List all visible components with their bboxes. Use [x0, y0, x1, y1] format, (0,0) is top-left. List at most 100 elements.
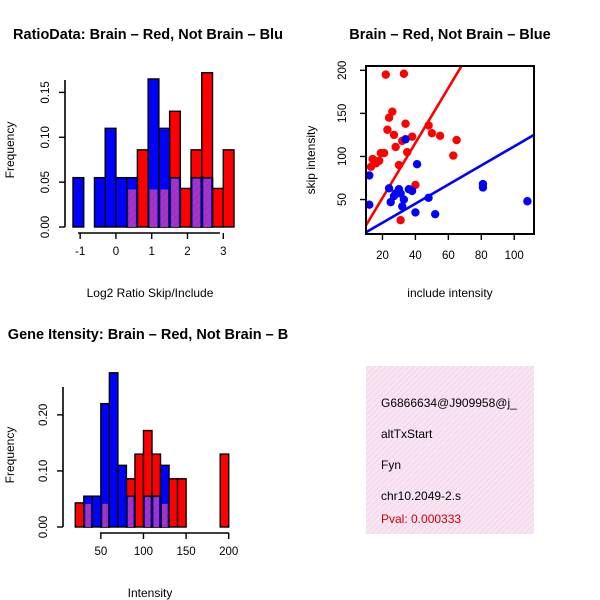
ratio-bar-red-7 [222, 149, 235, 228]
ratio-histogram-xlabel: Log2 Ratio Skip/Include [87, 286, 214, 300]
intensity-bar-blue-1 [91, 495, 102, 528]
intensity-xtick-label: 150 [177, 546, 196, 558]
ratio-xtick-label: -1 [75, 246, 85, 258]
intensity-bar-red-0 [74, 502, 85, 528]
scatter-point-red-23 [452, 135, 461, 145]
gene-info-box: G6866634@J909958@j_ altTxStart Fyn chr10… [366, 366, 534, 534]
ratio-bar-red-6 [211, 187, 224, 228]
ratio-ytick-label: 0.05 [40, 171, 52, 193]
ratio-histogram-ylabel: Frequency [3, 122, 17, 179]
scatter-point-red-21 [435, 131, 445, 140]
intensity-overlap-bar-4 [144, 497, 151, 527]
intensity-histogram-xlabel: Intensity [128, 586, 173, 600]
intensity-overlap-bar-1 [85, 503, 91, 527]
info-box-background [366, 366, 534, 534]
scatter-point-red-15 [401, 119, 410, 128]
intensity-overlap-bar-6 [162, 503, 168, 527]
intensity-bar-red-7 [168, 478, 179, 528]
scatter-point-blue-18 [478, 183, 488, 192]
scatter-point-blue-19 [523, 197, 532, 206]
scatter-ytick-label: 150 [337, 104, 349, 123]
ratio-overlap-bar-2 [171, 178, 179, 227]
info-pval: Pval: 0.000333 [381, 512, 461, 526]
info-gene-name: Fyn [381, 458, 401, 472]
ratio-overlap-bar-5 [203, 178, 212, 227]
scatter-point-blue-2 [384, 184, 394, 193]
ratio-xtick-label: 1 [149, 246, 155, 258]
ratio-overlap-bar-4 [192, 178, 201, 227]
ratio-ytick-label: 0.10 [40, 126, 52, 148]
scatter-xtick-label: 80 [475, 250, 488, 262]
ratio-xtick-label: 3 [220, 246, 226, 258]
scatter-point-red-12 [391, 142, 400, 152]
info-event-type: altTxStart [381, 427, 433, 441]
scatter-point-blue-14 [412, 160, 422, 169]
ratio-bar-blue-2 [93, 176, 106, 228]
intensity-histogram-bars [74, 372, 230, 528]
scatter-fit-line-blue [366, 133, 534, 234]
intensity-scatter-panel: Brain – Red, Not Brain – Blue include in… [304, 27, 551, 300]
scatter-point-blue-10 [401, 135, 410, 144]
ratio-xtick-label: 2 [184, 246, 190, 258]
ratio-overlap-bar-9 [128, 189, 136, 227]
intensity-xtick-label: 50 [94, 546, 107, 558]
scatter-points-layer [366, 66, 534, 234]
scatter-xtick-label: 20 [376, 250, 389, 262]
ratio-bar-red-0 [136, 149, 149, 228]
ratio-histogram-axes: -1 0 1 2 3 0.00 0.05 0.10 0.15 [40, 80, 226, 258]
intensity-bar-red-3 [134, 453, 145, 528]
info-event-id: G6866634@J909958@j_ [381, 396, 517, 410]
ratio-bar-blue-4 [115, 176, 128, 228]
scatter-xtick-label: 60 [442, 250, 455, 262]
intensity-overlap-bar-5 [153, 497, 160, 527]
scatter-point-red-1 [399, 69, 409, 78]
ratio-histogram-title: RatioData: Brain – Red, Not Brain – Blu [13, 27, 283, 43]
scatter-ytick-label: 200 [337, 61, 349, 80]
scatter-point-red-11 [389, 130, 399, 140]
scatter-point-blue-16 [430, 209, 440, 219]
intensity-bar-red-9 [219, 453, 230, 528]
intensity-ytick-label: 0.10 [38, 460, 50, 482]
intensity-histogram-title: Gene Itensity: Brain – Red, Not Brain – … [8, 327, 288, 343]
intensity-xtick-label: 100 [134, 546, 153, 558]
ratio-xtick-label: 0 [113, 246, 119, 258]
scatter-point-red-22 [449, 151, 458, 160]
scatter-frame [365, 65, 535, 235]
ratio-bar-blue-3 [104, 127, 117, 228]
scatter-point-red-20 [427, 129, 437, 138]
scatter-fit-line-red [366, 66, 463, 227]
scatter-point-red-0 [381, 70, 390, 79]
scatter-point-red-5 [374, 156, 384, 165]
scatter-point-red-8 [383, 125, 392, 134]
scatter-title: Brain – Red, Not Brain – Blue [349, 27, 550, 43]
scatter-xlabel: include intensity [407, 286, 492, 300]
intensity-bar-red-8 [176, 478, 187, 528]
scatter-axes: 20 40 60 80 100 50 100 150 200 [337, 61, 535, 262]
scatter-ytick-label: 50 [337, 193, 349, 206]
intensity-bar-blue-3 [108, 372, 119, 528]
intensity-overlap-bar-2 [102, 503, 108, 527]
intensity-ytick-label: 0.20 [38, 404, 50, 426]
intensity-histogram-panel: Gene Itensity: Brain – Red, Not Brain – … [3, 327, 288, 600]
intensity-histogram-axes: 50 100 150 200 0.00 0.10 0.20 [38, 387, 238, 558]
scatter-point-red-24 [396, 216, 405, 225]
intensity-overlap-bar-10 [127, 497, 134, 527]
intensity-xtick-label: 200 [219, 546, 238, 558]
ratio-histogram-panel: RatioData: Brain – Red, Not Brain – Blu … [3, 27, 283, 300]
scatter-ytick-label: 100 [337, 147, 349, 166]
scatter-point-red-7 [379, 148, 389, 158]
scatter-point-red-10 [388, 107, 397, 116]
intensity-histogram-ylabel: Frequency [3, 427, 17, 484]
scatter-point-blue-12 [407, 186, 417, 196]
intensity-ytick-label: 0.00 [38, 516, 50, 538]
scatter-point-blue-9 [399, 195, 409, 204]
scatter-point-blue-0 [366, 200, 374, 209]
ratio-bar-blue-0 [72, 176, 85, 228]
info-location: chr10.2049-2.s [381, 489, 461, 503]
scatter-point-blue-13 [411, 208, 420, 217]
ratio-bar-red-3 [179, 187, 192, 228]
scatter-point-blue-1 [366, 171, 374, 180]
scatter-ylabel: skip intensity [304, 126, 318, 195]
intensity-bar-blue-4 [117, 464, 128, 528]
